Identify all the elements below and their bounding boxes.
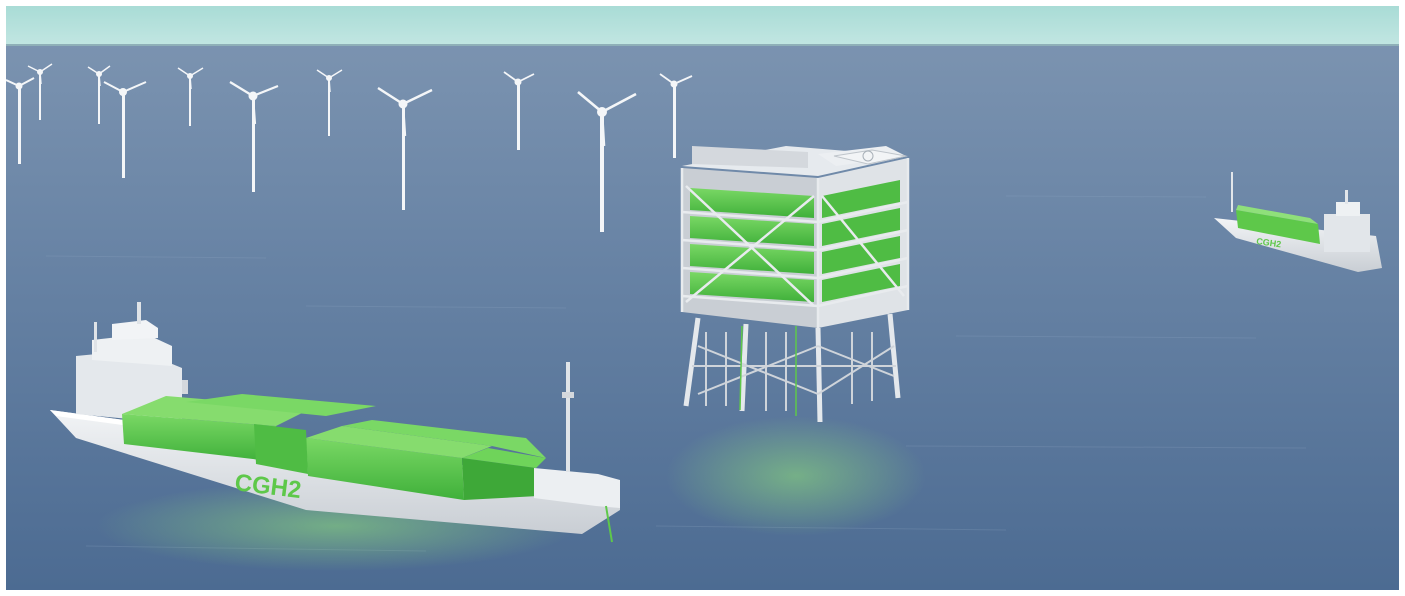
ship-bow-turret [534, 362, 620, 543]
wind-turbine-4 [103, 81, 147, 178]
distant-cgh2-carrier-ship: CGH2 [1214, 172, 1382, 272]
wind-turbine-9 [503, 71, 535, 150]
distant-ship-hull-label: CGH2 [1256, 236, 1282, 249]
wind-turbine-5 [177, 67, 204, 126]
platform-electrolyser-tanks [690, 180, 900, 302]
offshore-hydrogen-platform [666, 146, 926, 536]
platform-jacket-legs [683, 313, 901, 423]
wind-turbine-8 [377, 86, 433, 210]
ship-hydrogen-tanks [122, 394, 546, 500]
wind-turbine-2 [27, 63, 53, 120]
wind-turbine-3 [87, 65, 111, 124]
wind-turbine-10 [577, 91, 637, 232]
platform-jacket-braces [692, 332, 896, 411]
cgh2-carrier-ship: CGH2 [50, 302, 620, 571]
wind-turbine-11 [659, 73, 693, 158]
platform-frame [680, 158, 910, 328]
wind-turbine-field [6, 63, 693, 232]
rendering-frame: CGH2 [6, 6, 1399, 590]
platform-risers [739, 325, 797, 416]
wind-turbine-7 [316, 69, 343, 136]
platform-reflection-glow [666, 416, 926, 536]
platform-helideck [833, 149, 907, 165]
wind-turbine-1 [6, 77, 35, 164]
sky [6, 6, 1399, 46]
wind-turbine-6 [229, 81, 279, 192]
offshore-hydrogen-scene: CGH2 [6, 6, 1399, 590]
